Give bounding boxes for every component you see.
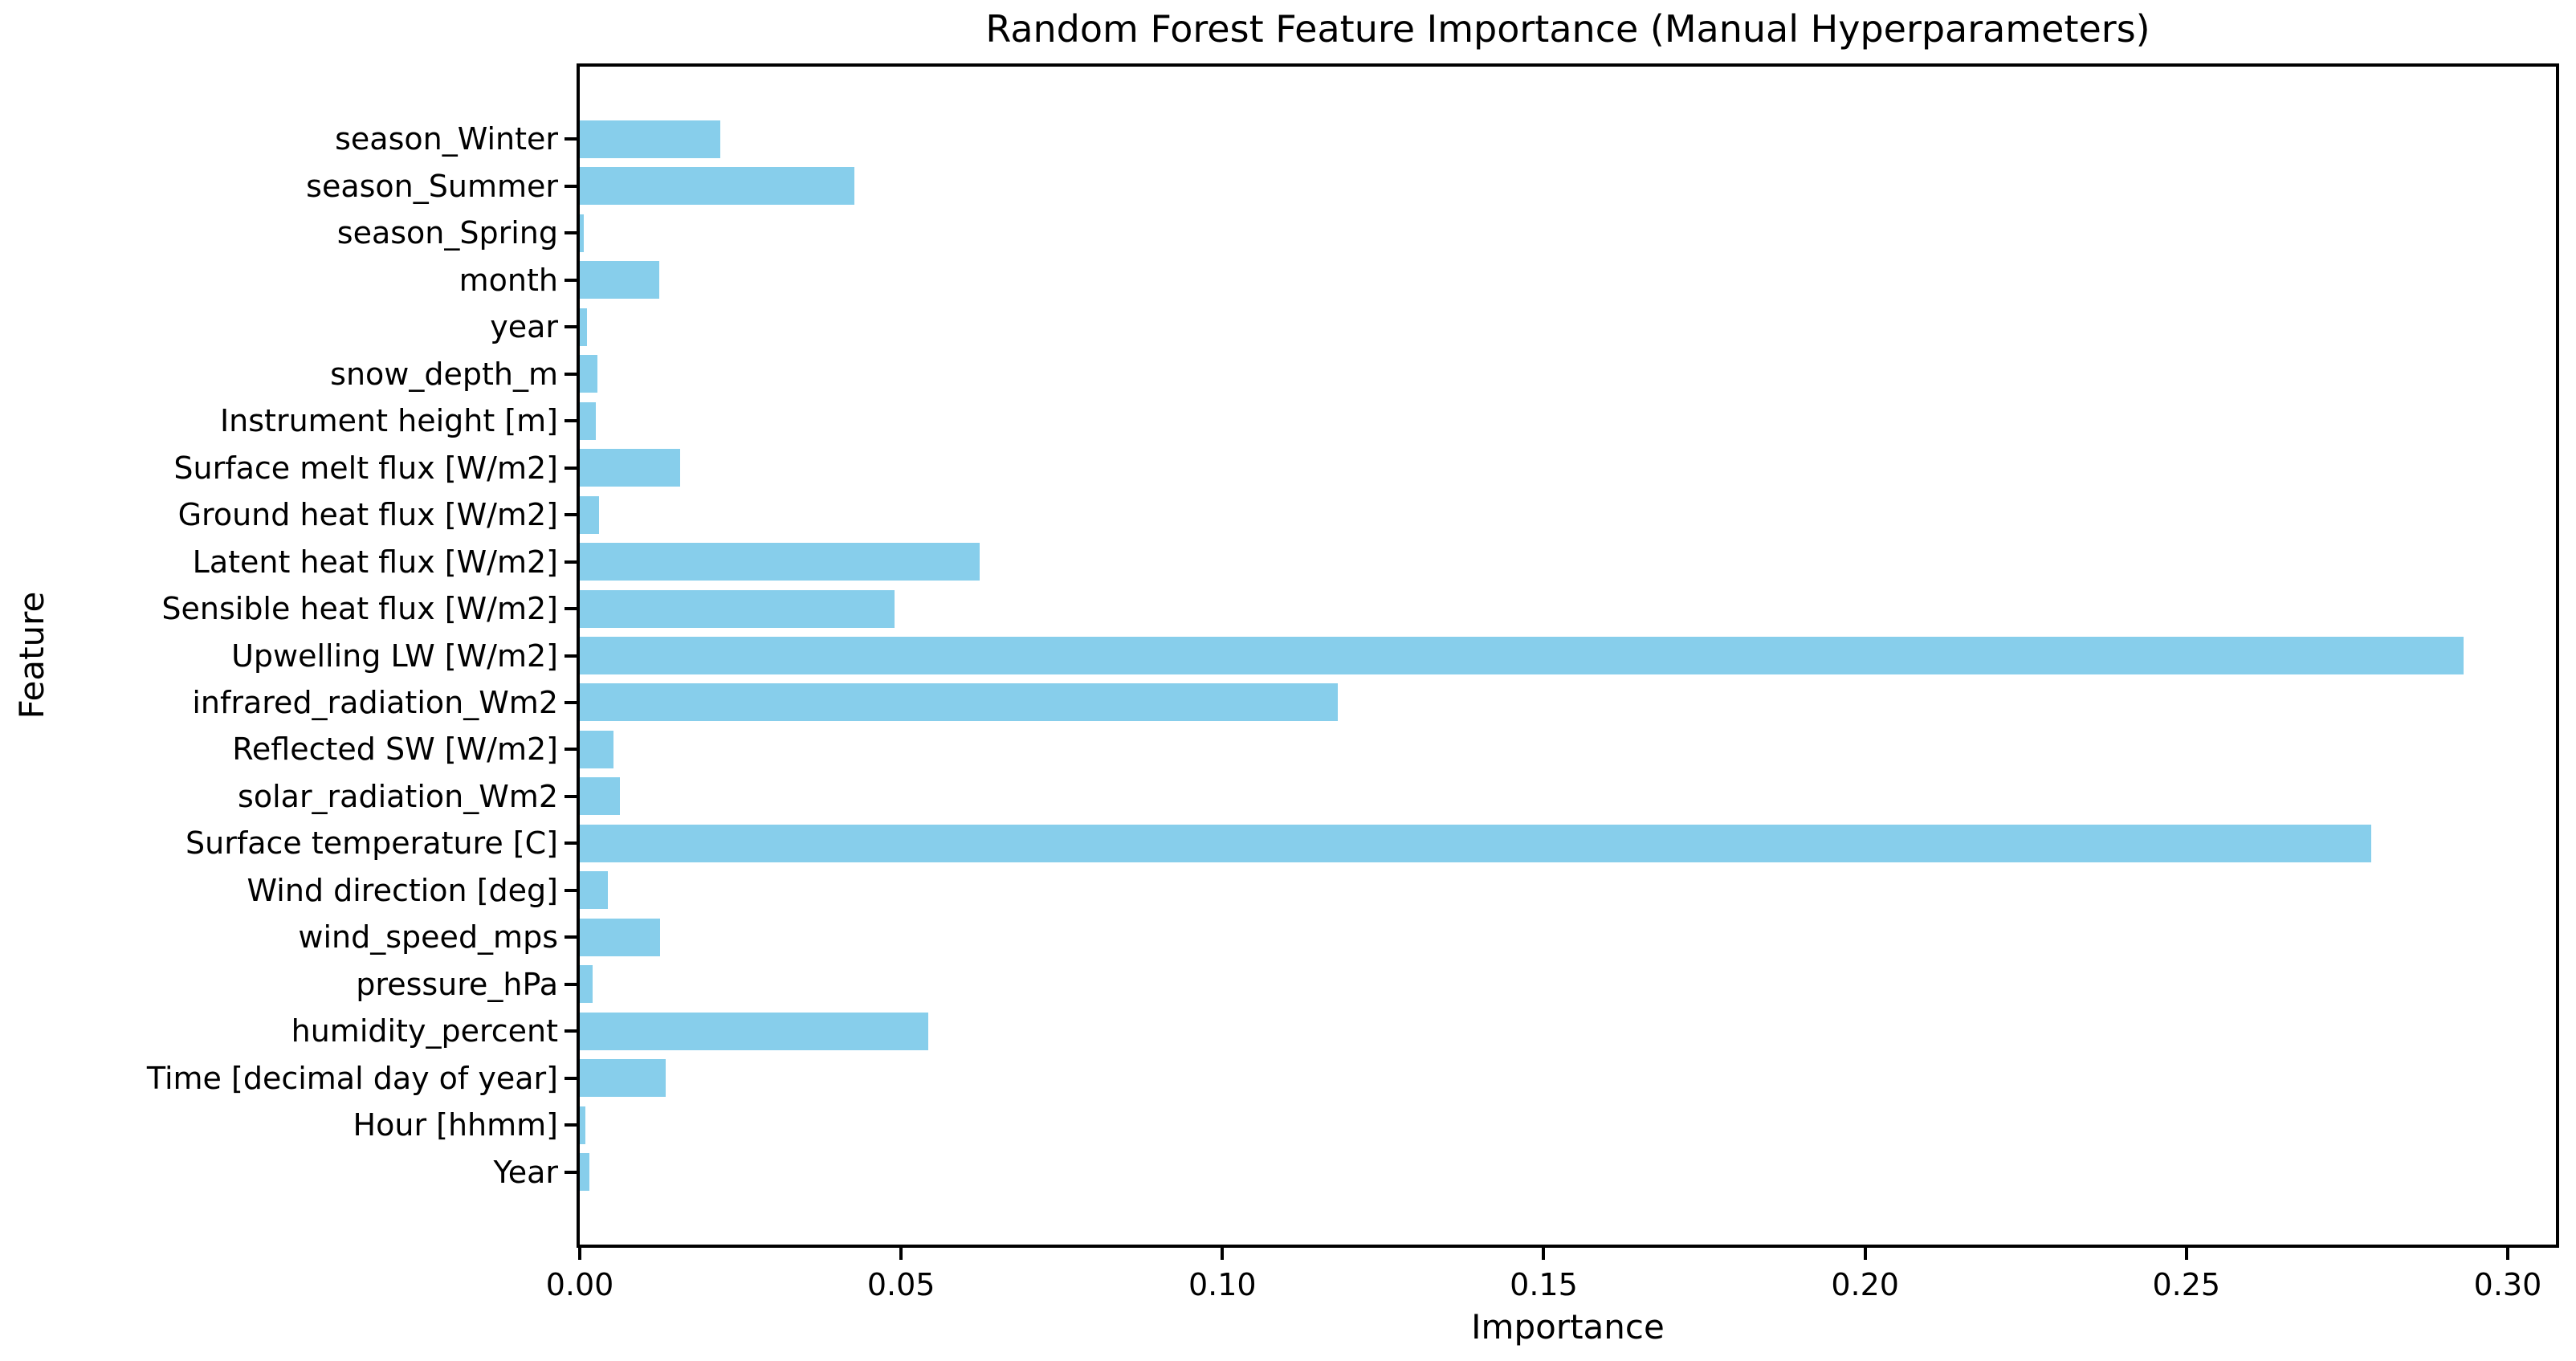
bar xyxy=(580,918,661,956)
x-tick-mark xyxy=(1542,1248,1546,1260)
bar xyxy=(580,1153,589,1192)
y-tick-mark xyxy=(565,184,577,188)
bar xyxy=(580,167,854,206)
bar xyxy=(580,495,599,534)
x-tick-label: 0.25 xyxy=(2152,1267,2221,1302)
bar xyxy=(580,1106,586,1144)
y-tick-mark xyxy=(565,137,577,141)
y-tick-label: season_Summer xyxy=(306,168,558,204)
bar xyxy=(580,308,587,346)
y-tick-mark xyxy=(565,794,577,798)
y-tick-label: Time [decimal day of year] xyxy=(146,1060,558,1096)
bar xyxy=(580,543,980,581)
bar xyxy=(580,1059,666,1098)
y-tick-mark xyxy=(565,1170,577,1174)
y-tick-mark xyxy=(565,935,577,939)
x-tick-label: 0.00 xyxy=(545,1267,614,1302)
y-tick-mark xyxy=(565,1029,577,1033)
y-tick-mark xyxy=(565,700,577,704)
y-tick-label: Hour [hhmm] xyxy=(353,1107,558,1143)
x-tick-label: 0.05 xyxy=(866,1267,935,1302)
y-tick-mark xyxy=(565,1123,577,1127)
bar xyxy=(580,824,2371,862)
bar xyxy=(580,589,895,628)
y-tick-label: season_Spring xyxy=(336,215,558,251)
y-tick-label: wind_speed_mps xyxy=(298,919,558,956)
y-tick-mark xyxy=(565,278,577,282)
y-tick-label: Sensible heat flux [W/m2] xyxy=(161,591,558,626)
bar xyxy=(580,965,593,1004)
y-tick-mark xyxy=(565,372,577,376)
y-tick-label: Ground heat flux [W/m2] xyxy=(177,497,558,533)
bar xyxy=(580,261,660,300)
x-tick-label: 0.15 xyxy=(1510,1267,1578,1302)
y-tick-mark xyxy=(565,748,577,752)
y-tick-mark xyxy=(565,231,577,235)
bar xyxy=(580,683,1339,722)
x-tick-label: 0.20 xyxy=(1831,1267,1899,1302)
plot-area xyxy=(580,67,2556,1245)
x-tick-mark xyxy=(899,1248,903,1260)
y-tick-label: Surface temperature [C] xyxy=(185,825,558,862)
bar xyxy=(580,120,721,158)
y-tick-label: infrared_radiation_Wm2 xyxy=(192,684,558,720)
y-tick-label: humidity_percent xyxy=(291,1013,558,1049)
y-tick-label: Year xyxy=(493,1154,558,1190)
x-tick-label: 0.30 xyxy=(2473,1267,2542,1302)
x-tick-mark xyxy=(1863,1248,1867,1260)
y-tick-label: solar_radiation_Wm2 xyxy=(238,778,558,814)
y-tick-mark xyxy=(565,513,577,517)
y-tick-label: Upwelling LW [W/m2] xyxy=(231,638,558,674)
bar xyxy=(580,637,2464,674)
bar xyxy=(580,871,609,910)
bar xyxy=(580,777,620,816)
bar xyxy=(580,214,584,252)
y-tick-mark xyxy=(565,560,577,564)
bar xyxy=(580,730,613,768)
x-tick-mark xyxy=(578,1248,581,1260)
y-tick-mark xyxy=(565,419,577,423)
y-tick-label: month xyxy=(459,262,558,298)
y-tick-label: snow_depth_m xyxy=(330,356,558,392)
y-tick-mark xyxy=(565,888,577,892)
y-tick-label: pressure_hPa xyxy=(356,966,558,1002)
y-tick-mark xyxy=(565,466,577,470)
y-tick-mark xyxy=(565,654,577,658)
chart-title: Random Forest Feature Importance (Manual… xyxy=(985,7,2150,51)
y-axis-title: Feature xyxy=(12,591,51,719)
y-tick-label: season_Winter xyxy=(335,121,558,157)
y-tick-mark xyxy=(565,325,577,329)
x-tick-mark xyxy=(1221,1248,1225,1260)
y-tick-label: Surface melt flux [W/m2] xyxy=(173,450,558,486)
plot-frame xyxy=(577,63,2559,1248)
bar xyxy=(580,401,596,440)
bar xyxy=(580,355,597,393)
y-tick-label: Latent heat flux [W/m2] xyxy=(192,544,558,580)
x-tick-label: 0.10 xyxy=(1188,1267,1257,1302)
x-tick-mark xyxy=(2184,1248,2188,1260)
y-tick-label: Wind direction [deg] xyxy=(247,872,558,908)
bar xyxy=(580,449,680,487)
x-tick-mark xyxy=(2505,1248,2509,1260)
y-tick-label: year xyxy=(490,309,558,345)
y-tick-mark xyxy=(565,1076,577,1080)
bar xyxy=(580,1012,928,1050)
y-tick-label: Reflected SW [W/m2] xyxy=(232,731,558,768)
y-tick-label: Instrument height [m] xyxy=(219,403,558,439)
y-tick-mark xyxy=(565,607,577,610)
y-tick-mark xyxy=(565,841,577,846)
x-axis-title: Importance xyxy=(1471,1307,1665,1347)
y-tick-mark xyxy=(565,982,577,986)
